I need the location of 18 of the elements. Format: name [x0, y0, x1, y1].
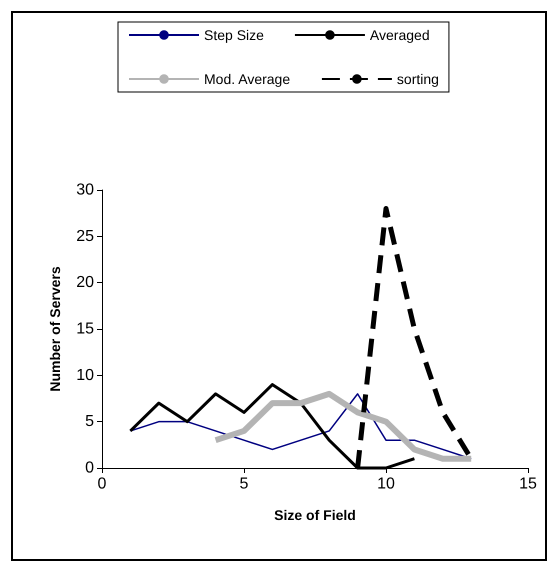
y-tick-label: 30: [76, 182, 94, 198]
y-axis-title: Number of Servers: [47, 266, 63, 392]
y-tick-label: 5: [85, 413, 94, 430]
y-tick-label: 20: [76, 274, 94, 292]
legend-label: Averaged: [370, 27, 430, 43]
y-tick-label: 15: [76, 320, 94, 338]
legend-label: Mod. Average: [204, 71, 290, 87]
line-series: [130, 393, 472, 460]
x-axis-title: Size of Field: [274, 507, 356, 523]
x-tick-label: 5: [240, 476, 249, 492]
x-tick-label: 10: [377, 476, 395, 492]
legend-label: sorting: [396, 71, 439, 87]
x-tick-label: 15: [519, 476, 537, 492]
y-tick-label: 10: [76, 366, 94, 384]
legend-label: Step Size: [204, 27, 264, 43]
x-tick-label: 0: [98, 476, 107, 492]
y-tick-label: 25: [76, 228, 94, 245]
y-tick-label: 0: [85, 460, 94, 476]
